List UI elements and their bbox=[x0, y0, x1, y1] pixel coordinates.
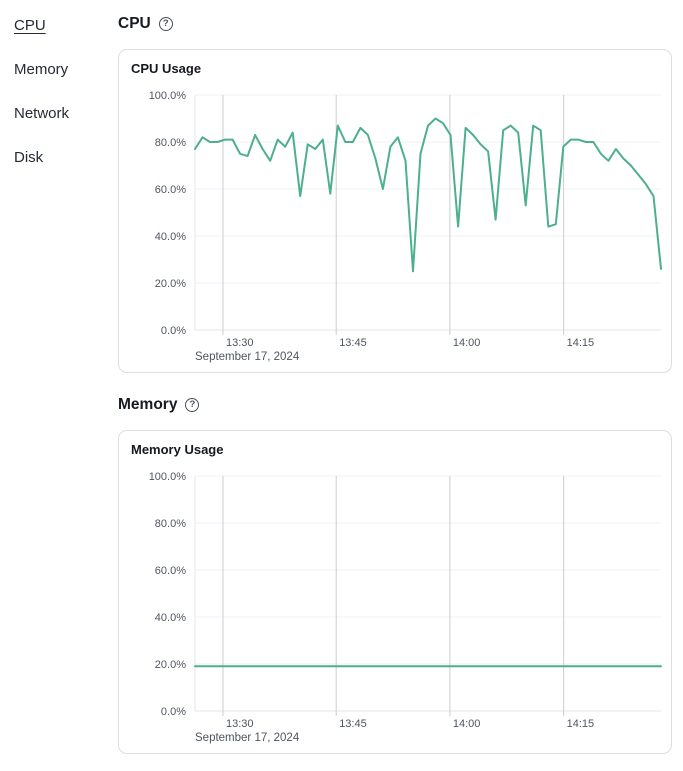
cpu-section-heading: CPU ? bbox=[118, 14, 672, 34]
cpu-section-title: CPU bbox=[118, 15, 151, 32]
y-tick-label: 40.0% bbox=[155, 231, 186, 243]
x-tick-label: 13:30 bbox=[226, 337, 254, 349]
main-content: CPU ? CPU Usage 0.0% 20.0% 40.0% 60.0% 80.0%… bbox=[118, 14, 672, 754]
memory-section: Memory ? Memory Usage 0.0% 20.0% 40.0% 60.0… bbox=[118, 395, 672, 754]
sidebar: CPU Memory Network Disk bbox=[14, 14, 118, 754]
x-tick-label: 14:15 bbox=[567, 337, 595, 349]
cpu-help-icon[interactable]: ? bbox=[158, 17, 173, 31]
y-tick-label: 100.0% bbox=[149, 471, 187, 483]
cpu-usage-line bbox=[194, 117, 662, 273]
y-tick-label: 60.0% bbox=[155, 184, 186, 196]
x-tick-label: 13:30 bbox=[226, 718, 254, 730]
memory-usage-chart[interactable]: 0.0% 20.0% 40.0% 60.0% 80.0% 100.0% 13:30 13:45… bbox=[131, 464, 669, 748]
x-tick-label: 14:00 bbox=[453, 337, 481, 349]
x-tick-label: 14:15 bbox=[567, 718, 595, 730]
y-tick-label: 20.0% bbox=[155, 659, 186, 671]
y-tick-label: 80.0% bbox=[155, 137, 186, 149]
cpu-usage-card: CPU Usage 0.0% 20.0% 40.0% 60.0% 80.0% 100.0%… bbox=[118, 49, 672, 373]
memory-section-title: Memory bbox=[118, 396, 178, 413]
cpu-usage-card-title: CPU Usage bbox=[131, 61, 202, 76]
memory-help-icon[interactable]: ? bbox=[185, 398, 200, 412]
cpu-usage-chart[interactable]: 0.0% 20.0% 40.0% 60.0% 80.0% 100.0% 13:30 13:45… bbox=[131, 83, 669, 367]
memory-section-heading: Memory ? bbox=[118, 395, 672, 415]
x-axis-date-label: September 17, 2024 bbox=[195, 732, 300, 744]
memory-usage-card: Memory Usage 0.0% 20.0% 40.0% 60.0% 80.0% 100… bbox=[118, 430, 672, 754]
y-tick-label: 60.0% bbox=[155, 565, 186, 577]
cpu-section: CPU ? CPU Usage 0.0% 20.0% 40.0% 60.0% 80.0%… bbox=[118, 14, 672, 373]
sidebar-item-disk[interactable]: Disk bbox=[14, 149, 44, 166]
x-tick-label: 13:45 bbox=[339, 718, 367, 730]
y-tick-label: 0.0% bbox=[161, 325, 186, 337]
y-tick-label: 40.0% bbox=[155, 612, 186, 624]
y-tick-label: 0.0% bbox=[161, 706, 186, 718]
memory-usage-card-title: Memory Usage bbox=[131, 442, 224, 457]
y-tick-label: 100.0% bbox=[149, 90, 187, 102]
sidebar-item-memory[interactable]: Memory bbox=[14, 61, 69, 78]
y-tick-label: 20.0% bbox=[155, 278, 186, 290]
x-axis-date-label: September 17, 2024 bbox=[195, 351, 300, 363]
x-tick-label: 14:00 bbox=[453, 718, 481, 730]
y-tick-label: 80.0% bbox=[155, 518, 186, 530]
sidebar-item-network[interactable]: Network bbox=[14, 105, 70, 122]
sidebar-item-cpu[interactable]: CPU bbox=[14, 17, 46, 34]
x-tick-label: 13:45 bbox=[339, 337, 367, 349]
